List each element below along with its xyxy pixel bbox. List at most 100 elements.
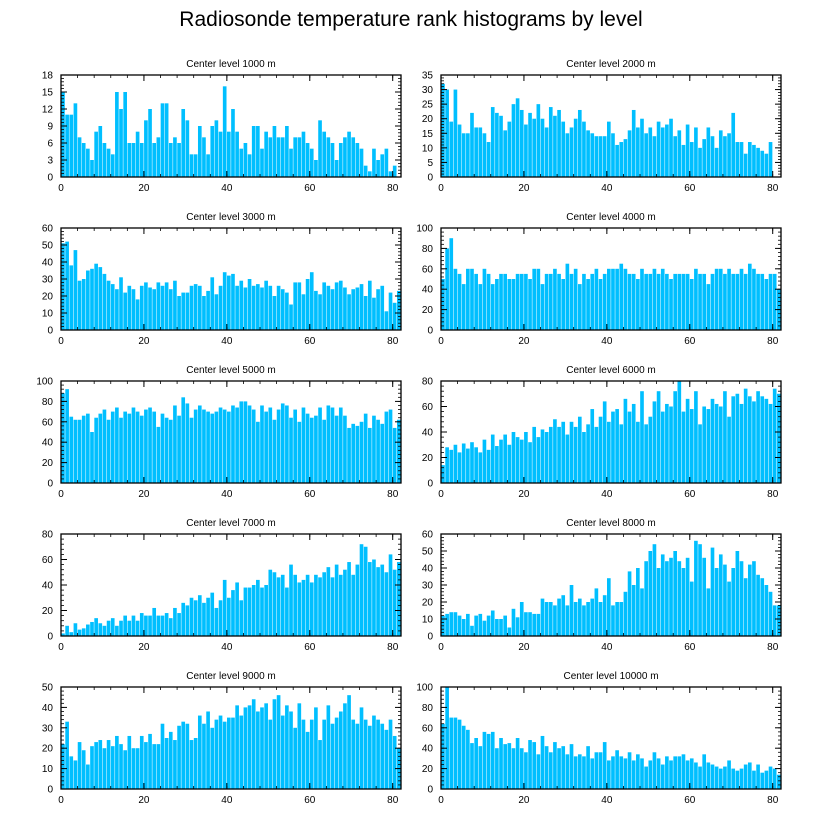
histogram-bar [519,748,524,789]
histogram-bar [260,148,264,177]
x-tick-label: 20 [518,336,530,347]
histogram-bar [81,628,86,636]
histogram-bar [135,620,140,636]
histogram-bar [181,292,186,330]
x-tick-label: 20 [138,795,150,806]
histogram-bar [314,160,318,177]
histogram-bar [710,764,715,789]
histogram-bar [602,742,607,789]
histogram-bar [305,143,310,177]
histogram-bar [139,415,144,483]
histogram-bar [532,742,537,789]
histogram-bar [106,620,111,636]
y-tick-label: 20 [422,305,434,316]
histogram-bar [714,766,719,789]
panel: Center level 7000 m 0 20 40 60 80 0 20 40 60 80 [42,518,402,653]
histogram-bar [260,287,264,330]
histogram-bar [343,569,347,636]
y-tick-label: 40 [422,564,434,575]
histogram-bar [69,756,74,789]
histogram-bar [343,703,347,789]
histogram-bar [90,746,94,789]
histogram-bar [627,571,632,636]
histogram-bar [735,551,740,636]
histogram-bar [280,403,285,483]
histogram-bar [231,717,235,789]
histogram-bar [355,425,360,483]
histogram-bar [532,426,537,483]
y-tick-label: 100 [36,377,53,388]
histogram-bar [602,401,607,483]
histogram-bar [540,118,545,177]
histogram-bar [573,756,578,789]
histogram-bar [309,719,314,789]
histogram-bar [644,766,648,789]
histogram-bar [503,434,507,483]
histogram-bar [760,772,765,789]
histogram-bar [115,735,119,789]
histogram-bar [772,273,777,330]
histogram-bar [482,268,487,330]
y-tick-label: 40 [42,581,54,592]
histogram-bar [131,143,136,177]
histogram-bar [723,564,727,636]
histogram-bar [164,738,169,789]
histogram-bar [102,748,107,789]
histogram-bar [644,273,648,330]
histogram-bar [330,407,335,483]
histogram-bar [673,756,677,789]
histogram-bar [168,731,173,789]
histogram-bar [756,764,760,789]
histogram-bar [648,273,653,330]
histogram-bar [582,432,586,483]
histogram-bar [127,620,132,636]
histogram-bar [222,409,227,483]
histogram-bar [260,587,264,636]
histogram-bar [457,452,462,483]
histogram-bar [247,705,252,789]
histogram-bar [631,403,636,483]
y-tick-label: 20 [42,292,54,303]
histogram-bar [752,144,756,177]
histogram-bar [210,727,215,789]
histogram-bar [222,86,227,177]
histogram-bar [164,613,169,636]
histogram-bar [519,109,524,177]
histogram-bar [669,118,673,177]
y-tick-label: 80 [422,244,434,255]
histogram-bar [197,715,202,789]
histogram-bar [561,279,566,330]
histogram-bar [739,268,744,330]
histogram-bar [135,299,140,330]
y-tick-label: 50 [42,683,54,694]
histogram-bar [681,568,686,636]
histogram-bar [640,588,644,636]
histogram-bar [264,131,268,177]
histogram-bar [602,136,607,177]
histogram-bar [106,280,111,330]
histogram-bar [536,437,541,483]
histogram-bar [251,585,256,636]
histogram-bar [461,725,466,789]
histogram-bar [515,738,520,789]
histogram-bar [636,754,640,789]
histogram-bar [98,623,103,636]
histogram-bar [540,284,545,330]
histogram-bar [90,621,94,636]
histogram-bar [660,127,665,177]
histogram-bar [698,273,702,330]
histogram-bar [607,760,611,789]
histogram-bar [453,612,458,636]
histogram-bar [359,284,364,330]
histogram-bar [445,447,449,483]
histogram-bar [735,142,740,177]
y-tick-label: 20 [42,744,54,755]
histogram-bar [669,406,673,483]
histogram-bar [173,607,177,636]
histogram-bar [743,578,748,636]
histogram-bar [623,268,628,330]
histogram-bar [251,409,256,483]
histogram-bar [627,273,632,330]
histogram-bar [326,137,331,177]
histogram-bar [239,148,244,177]
